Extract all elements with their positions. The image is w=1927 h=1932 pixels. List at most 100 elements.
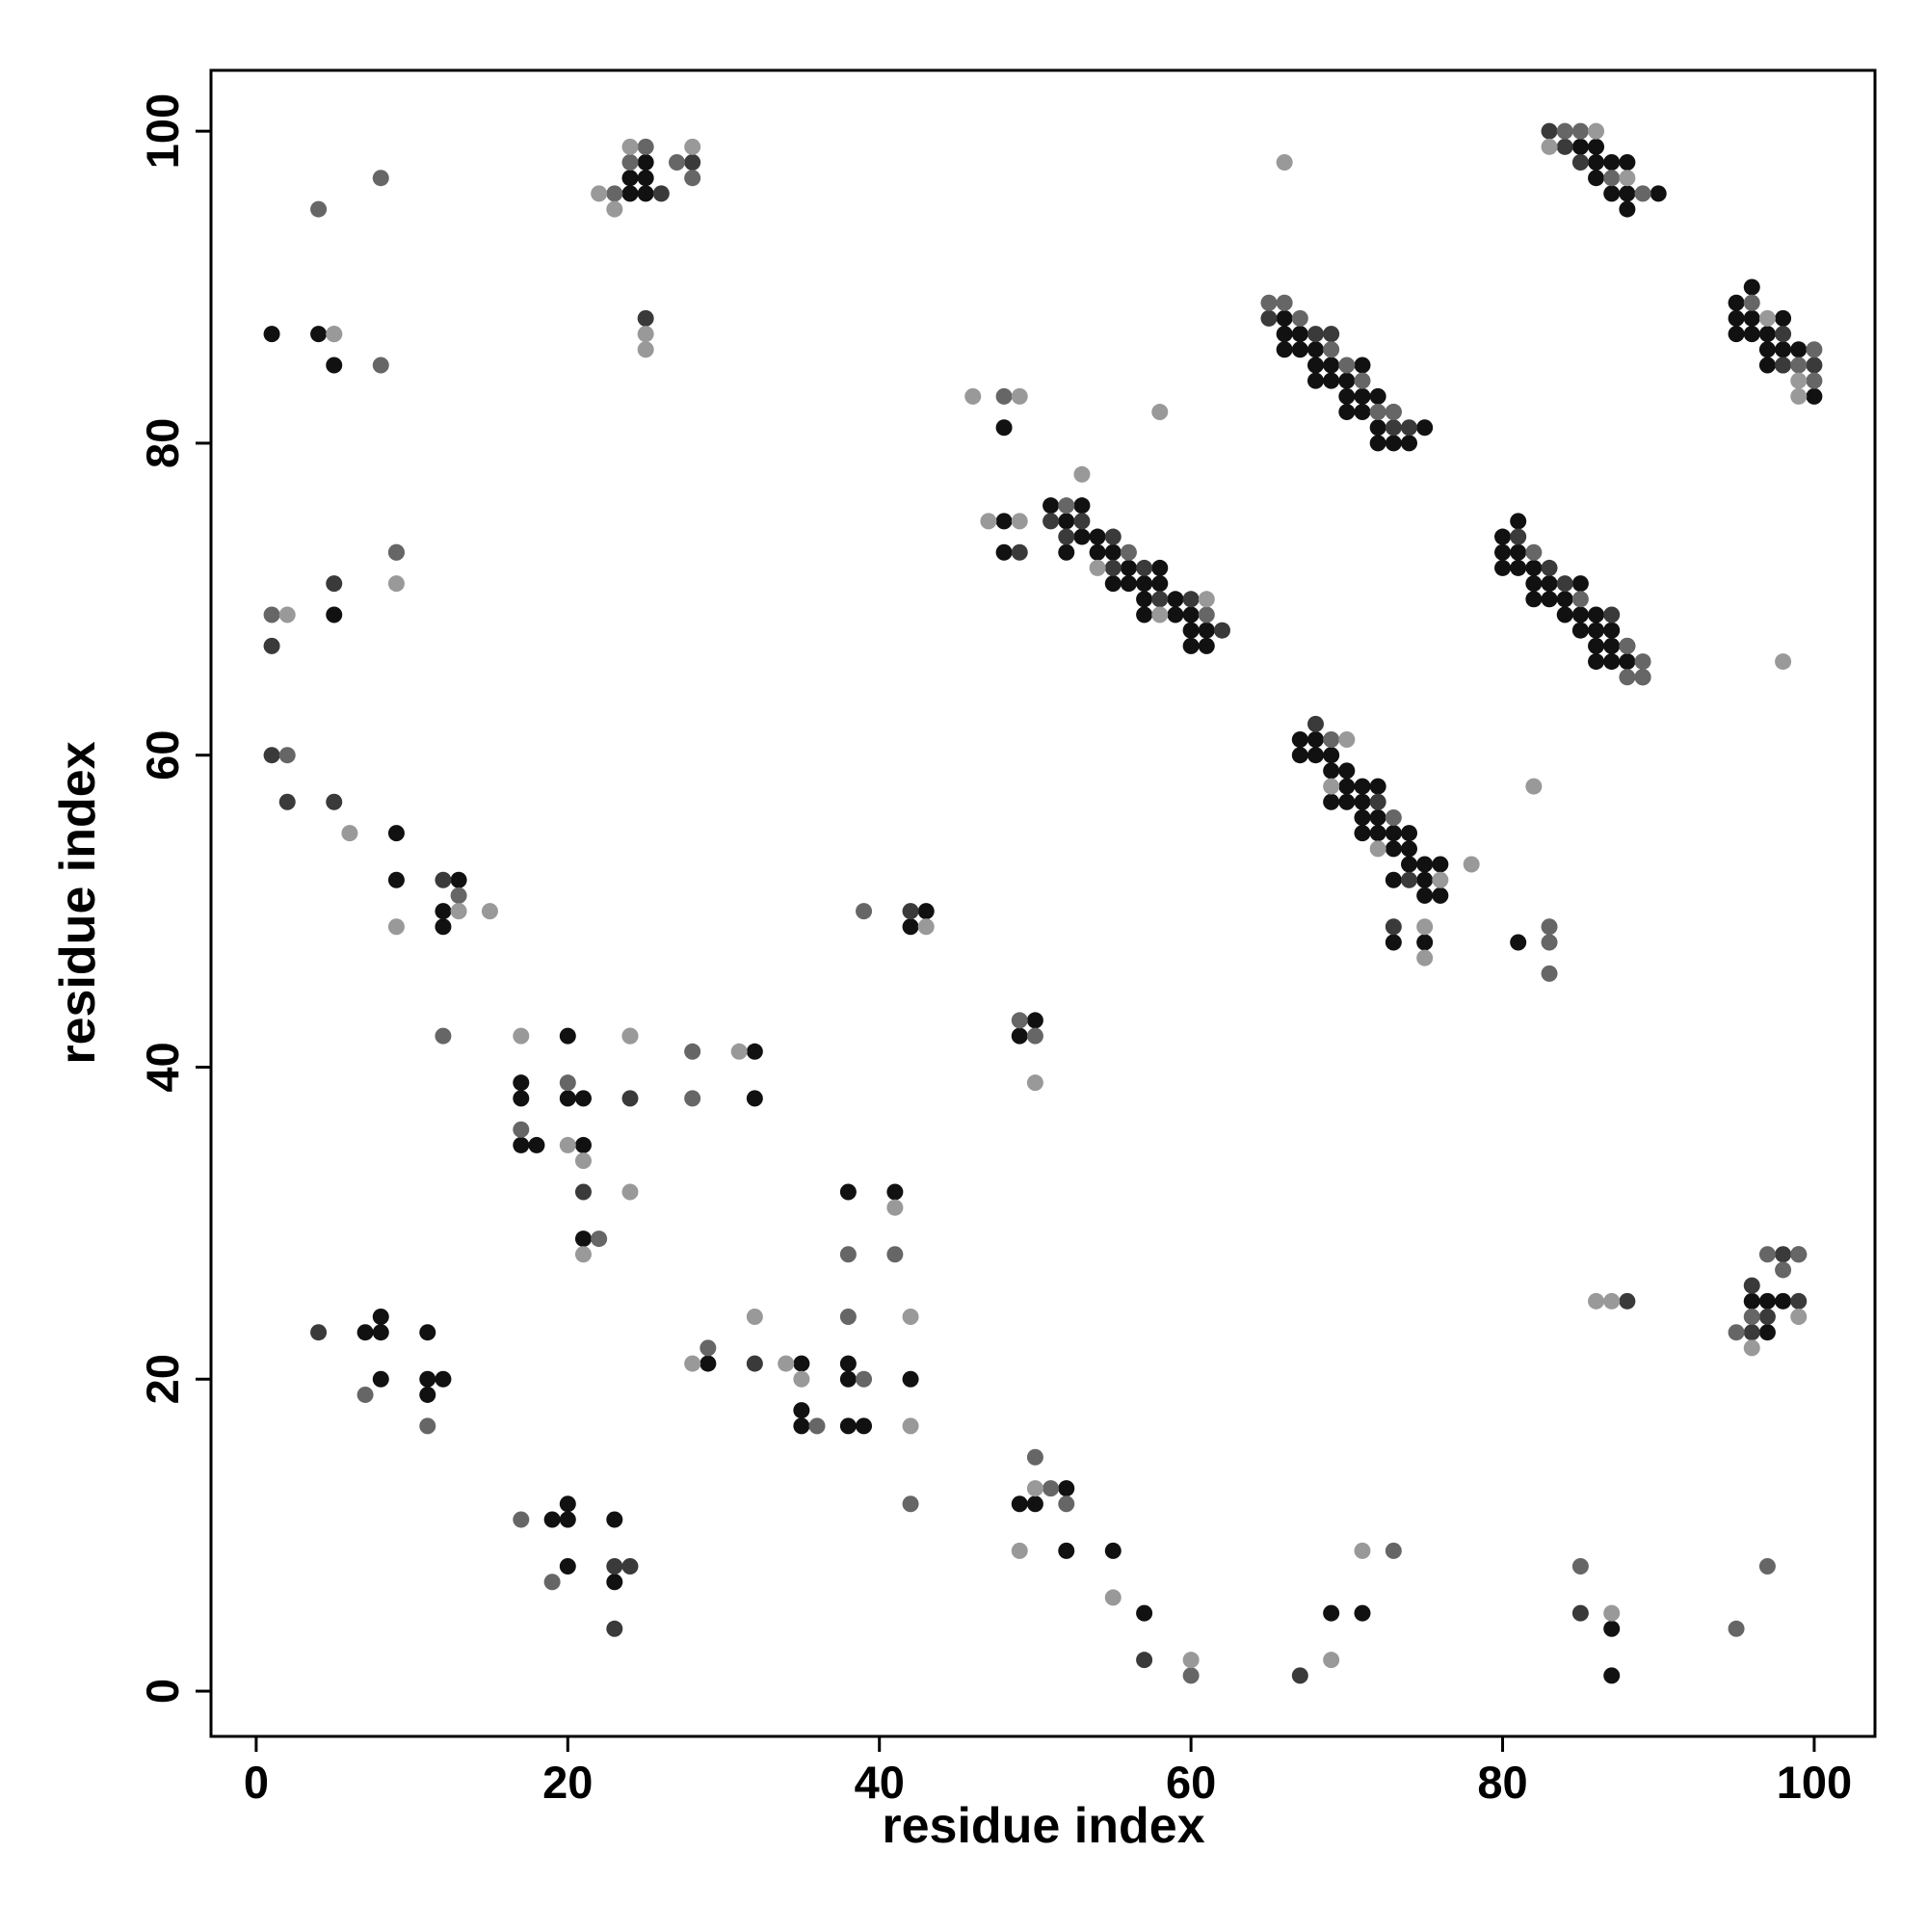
point bbox=[886, 1199, 904, 1216]
point bbox=[1588, 606, 1605, 623]
point bbox=[1073, 465, 1091, 483]
point bbox=[1182, 637, 1200, 654]
point bbox=[513, 1090, 530, 1107]
point bbox=[1556, 591, 1573, 608]
point bbox=[606, 1574, 623, 1591]
point bbox=[1058, 543, 1075, 561]
point bbox=[1307, 341, 1324, 358]
point bbox=[995, 513, 1013, 530]
point bbox=[1198, 591, 1215, 608]
point bbox=[1338, 778, 1356, 795]
y-tick-label: 80 bbox=[137, 418, 188, 468]
y-tick-label: 40 bbox=[137, 1042, 188, 1092]
point bbox=[356, 1324, 374, 1341]
point bbox=[995, 543, 1013, 561]
point bbox=[746, 1355, 763, 1372]
point bbox=[1011, 513, 1028, 530]
point bbox=[1291, 747, 1308, 764]
point bbox=[1525, 778, 1543, 795]
point bbox=[1385, 1542, 1402, 1559]
point bbox=[1743, 278, 1760, 296]
point bbox=[1588, 122, 1605, 140]
point bbox=[995, 419, 1013, 437]
x-tick-label: 60 bbox=[1166, 1757, 1216, 1808]
point bbox=[1385, 871, 1402, 888]
point bbox=[746, 1090, 763, 1107]
point bbox=[450, 887, 467, 904]
point bbox=[1510, 528, 1527, 545]
point bbox=[1619, 200, 1636, 218]
point bbox=[1323, 341, 1340, 358]
point bbox=[684, 154, 701, 172]
point bbox=[1758, 326, 1776, 343]
point bbox=[513, 1027, 530, 1045]
point bbox=[902, 1309, 919, 1326]
point bbox=[278, 793, 296, 810]
point bbox=[1136, 575, 1153, 593]
point bbox=[1307, 326, 1324, 343]
point bbox=[1775, 653, 1792, 671]
point bbox=[1603, 1292, 1621, 1310]
point bbox=[621, 1183, 639, 1201]
point bbox=[1806, 357, 1823, 374]
point bbox=[450, 903, 467, 920]
point bbox=[435, 918, 452, 936]
point bbox=[1151, 559, 1169, 576]
plot-frame bbox=[209, 68, 1877, 1738]
point bbox=[839, 1246, 857, 1263]
point bbox=[387, 575, 405, 593]
point bbox=[1291, 309, 1308, 327]
point bbox=[1494, 543, 1512, 561]
point bbox=[637, 170, 654, 187]
point bbox=[1089, 559, 1106, 576]
point bbox=[1136, 1604, 1153, 1622]
point bbox=[1276, 154, 1293, 172]
point bbox=[1634, 653, 1651, 671]
point bbox=[1058, 528, 1075, 545]
point bbox=[1369, 793, 1386, 810]
point bbox=[450, 871, 467, 888]
point bbox=[1291, 341, 1308, 358]
point bbox=[1073, 497, 1091, 515]
point bbox=[372, 1309, 389, 1326]
point bbox=[1198, 622, 1215, 639]
point bbox=[1758, 309, 1776, 327]
point bbox=[263, 747, 280, 764]
point bbox=[1354, 1542, 1371, 1559]
point bbox=[1525, 543, 1543, 561]
point bbox=[435, 903, 452, 920]
point bbox=[684, 1090, 701, 1107]
point bbox=[1136, 1652, 1153, 1669]
point bbox=[419, 1417, 436, 1435]
point bbox=[1758, 1309, 1776, 1326]
point bbox=[341, 825, 358, 842]
point bbox=[1151, 404, 1169, 421]
point bbox=[326, 793, 343, 810]
point bbox=[1416, 934, 1434, 951]
point bbox=[700, 1355, 717, 1372]
point bbox=[1058, 513, 1075, 530]
point bbox=[1806, 341, 1823, 358]
point bbox=[1603, 170, 1621, 187]
point bbox=[372, 1370, 389, 1388]
point bbox=[1790, 1292, 1808, 1310]
point bbox=[1556, 138, 1573, 155]
point bbox=[1790, 372, 1808, 389]
point bbox=[856, 903, 873, 920]
point bbox=[995, 387, 1013, 405]
point bbox=[1588, 154, 1605, 172]
point bbox=[902, 1370, 919, 1388]
point bbox=[964, 387, 982, 405]
point bbox=[263, 637, 280, 654]
point bbox=[1416, 419, 1434, 437]
point bbox=[1556, 606, 1573, 623]
point bbox=[839, 1183, 857, 1201]
y-tick-label: 100 bbox=[137, 93, 188, 169]
point bbox=[839, 1370, 857, 1388]
point bbox=[1758, 341, 1776, 358]
point bbox=[1432, 856, 1449, 873]
point bbox=[1619, 637, 1636, 654]
point bbox=[1385, 840, 1402, 858]
point bbox=[652, 185, 670, 202]
point bbox=[1790, 1309, 1808, 1326]
